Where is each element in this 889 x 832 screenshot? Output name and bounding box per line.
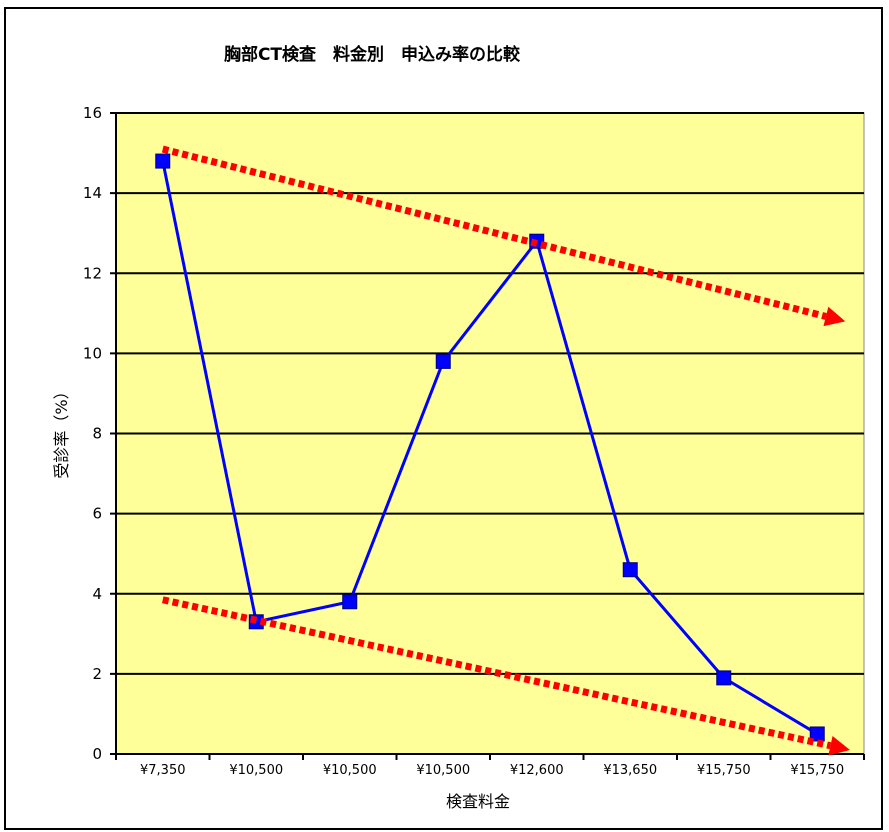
axes	[110, 112, 865, 760]
x-tick-label-1: ¥10,500	[229, 763, 283, 778]
data-point-2	[342, 594, 358, 610]
y-tick-label-2: 2	[92, 665, 102, 683]
data-point-6	[716, 670, 732, 686]
trend-arrow-head-0	[823, 306, 846, 327]
y-tick-label-4: 4	[92, 585, 102, 603]
series	[155, 153, 825, 742]
trend-arrow-head-1	[828, 735, 850, 756]
x-tick-label-4: ¥12,600	[510, 763, 564, 778]
series-line-0	[161, 160, 819, 736]
x-tick-label-6: ¥15,750	[697, 763, 751, 778]
x-tick-label-0: ¥7,350	[140, 763, 186, 778]
gridlines	[116, 112, 864, 675]
data-point-7	[809, 726, 825, 742]
data-point-5	[622, 562, 638, 578]
x-tick-labels: ¥7,350 ¥10,500 ¥10,500 ¥10,500 ¥12,600 ¥13,65…	[140, 763, 844, 778]
y-tick-label-12: 12	[83, 264, 102, 282]
x-tick-label-3: ¥10,500	[416, 763, 470, 778]
data-point-3	[435, 353, 451, 369]
y-tick-label-6: 6	[92, 505, 102, 523]
trend-arrows	[161, 145, 850, 756]
x-axis-label: 検査料金	[446, 792, 510, 811]
x-tick-label-7: ¥15,750	[790, 763, 844, 778]
y-tick-label-8: 8	[92, 425, 102, 443]
trend-arrow-line-0	[161, 145, 827, 320]
y-tick-label-14: 14	[83, 184, 102, 202]
y-tick-labels: 0 2 4 6 8 10 12 14 16	[83, 104, 102, 763]
x-tick-label-2: ¥10,500	[323, 763, 377, 778]
y-tick-label-0: 0	[92, 745, 102, 763]
y-tick-label-10: 10	[83, 344, 102, 362]
y-axis-label: 受診率（%）	[52, 383, 71, 478]
x-tick-label-5: ¥13,650	[603, 763, 657, 778]
chart-title: 胸部CT検査 料金別 申込み率の比較	[224, 44, 521, 65]
y-tick-label-16: 16	[83, 104, 102, 122]
data-point-0	[155, 153, 171, 169]
trend-arrow-line-1	[162, 596, 832, 750]
